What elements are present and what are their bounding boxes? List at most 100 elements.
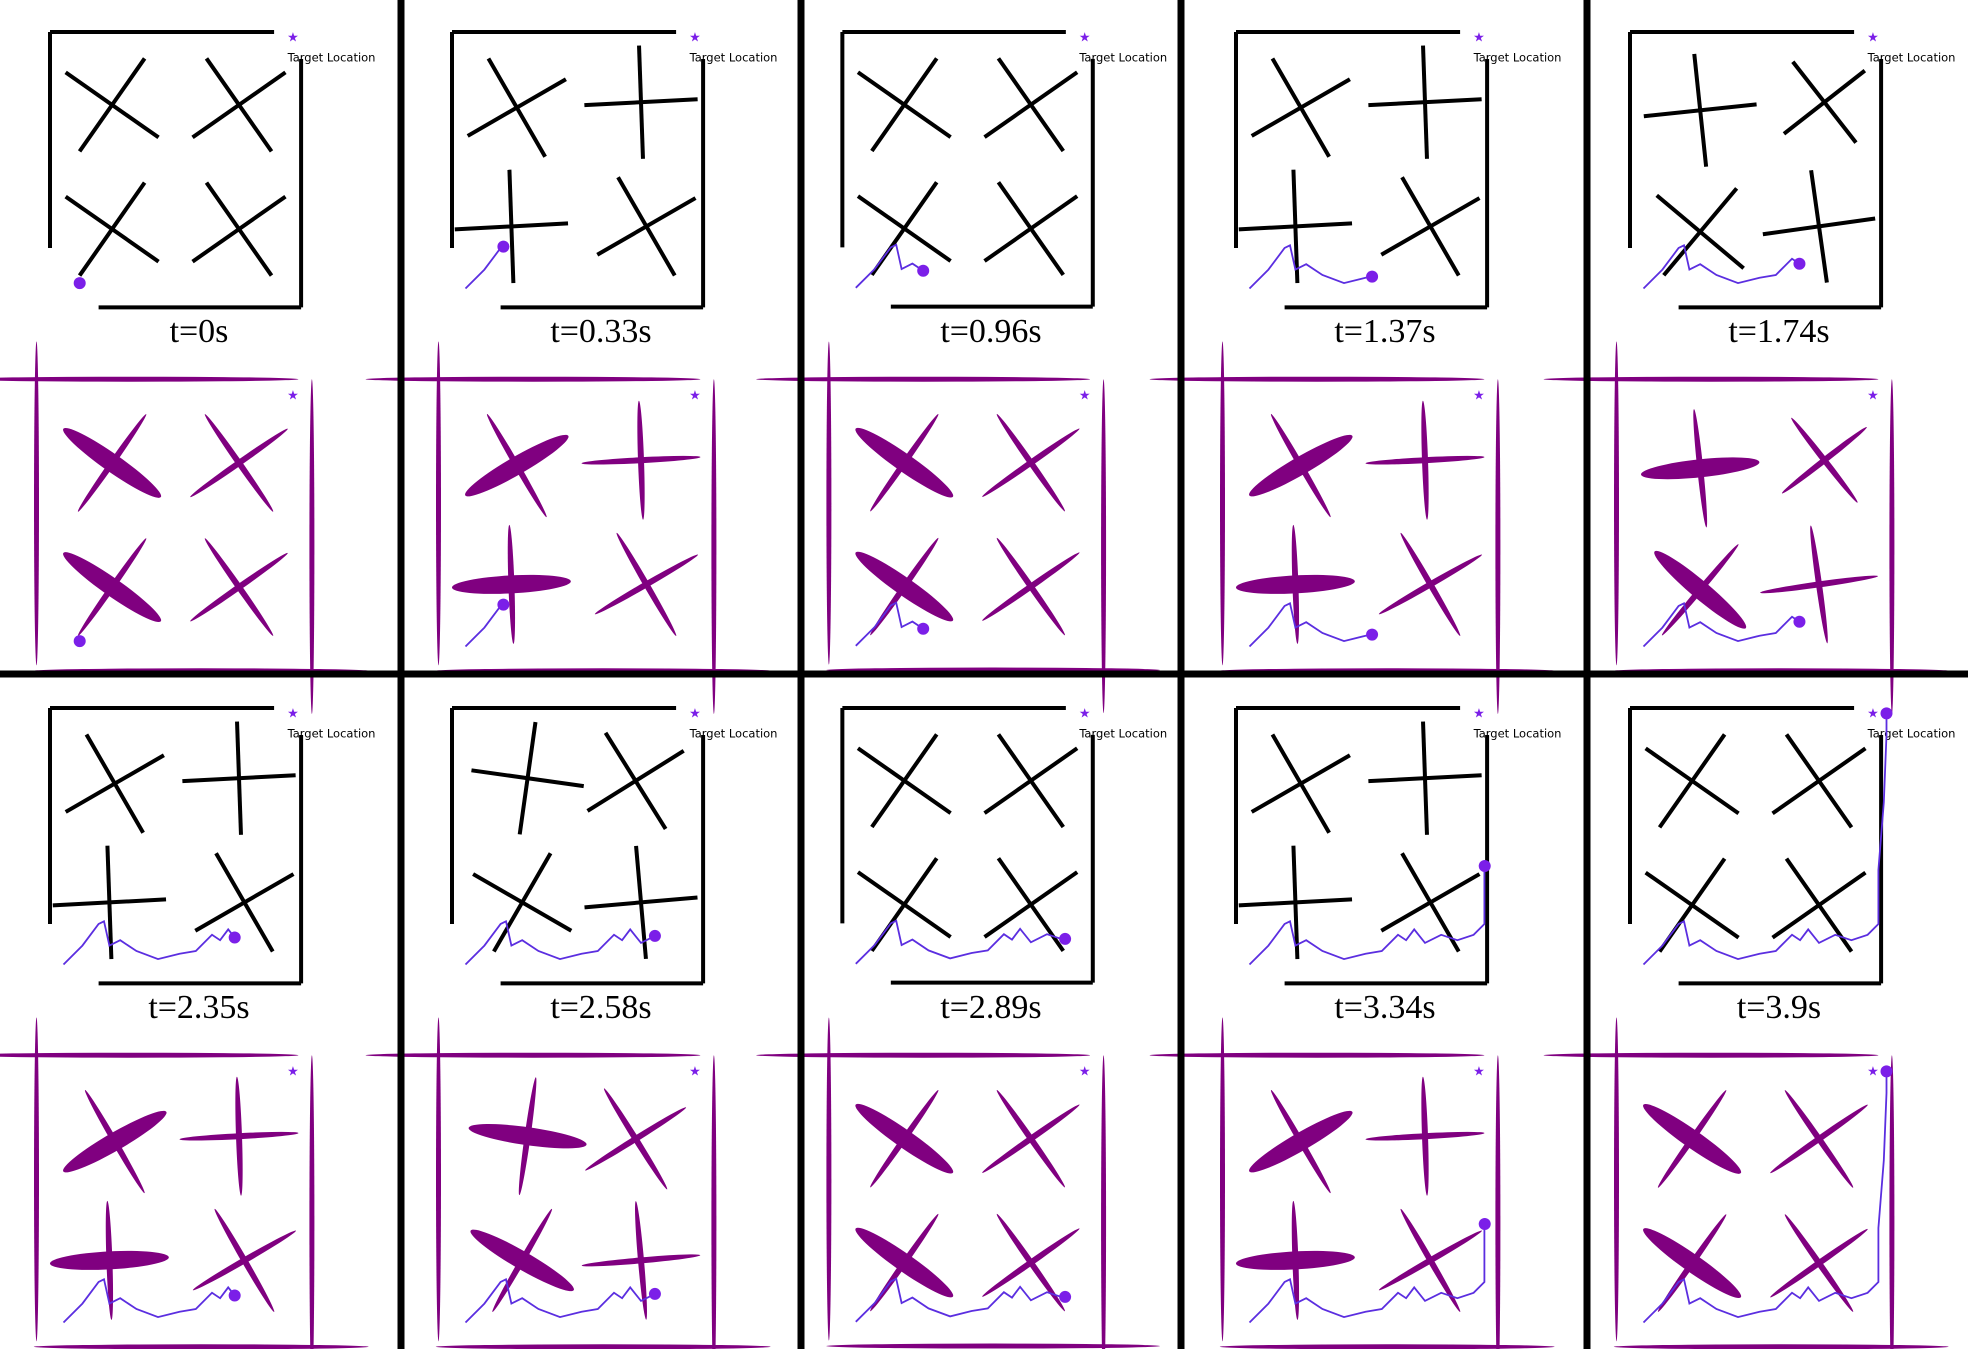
- panel-1-top-robot: [497, 240, 510, 253]
- panel-0-bottom-wall-1: [34, 341, 39, 666]
- panel-8-top-obstacle-1-arm-1: [1421, 721, 1429, 835]
- panel-7-bottom-obstacle-0-arm-1: [870, 1090, 939, 1188]
- panel-4-top-trajectory: [1642, 243, 1800, 290]
- panel-9-bottom-obstacle-0-arm-1: [1657, 1090, 1727, 1188]
- panel-9-top-target-label: Target Location: [1867, 727, 1956, 741]
- panel-7-top-trajectory: [855, 919, 1066, 965]
- panel-5-bottom-obstacle-1-arm-1: [235, 1076, 243, 1196]
- panel-2-bottom-obstacle-0-arm-1: [870, 414, 939, 512]
- panel-5-bottom-wall-3: [33, 1344, 369, 1349]
- panel-2-top-robot: [917, 264, 930, 277]
- panel-2-bottom-trajectory: [855, 601, 924, 647]
- panel-1-time-label: t=0.33s: [550, 313, 651, 350]
- panel-5-bottom-robot: [228, 1289, 241, 1302]
- panel-9-bottom-wall-0: [1543, 1052, 1879, 1058]
- panel-8-top-robot: [1478, 859, 1491, 872]
- panel-6-bottom-target-star-icon: ★: [689, 1064, 701, 1079]
- panel-6-bottom-wall-1: [436, 1017, 441, 1342]
- panel-7-top-target-label: Target Location: [1078, 727, 1167, 741]
- panel-0-bottom-obstacle-0-arm-1: [77, 414, 147, 512]
- panel-3-top-obstacle-3-arm-1: [1400, 176, 1461, 277]
- panel-1: ★ Target Location t=0.33s ★: [365, 30, 778, 714]
- panel-1-top-trajectory: [464, 245, 504, 290]
- panel-8-top-target-star-icon: ★: [1473, 706, 1485, 721]
- panel-8-top-target-label: Target Location: [1473, 727, 1562, 741]
- panel-4: ★ Target Location t=1.74s ★: [1543, 30, 1955, 714]
- panel-8-bottom-obstacle-1-arm-1: [1421, 1076, 1429, 1196]
- panel-9-bottom-wall-3: [1613, 1344, 1949, 1349]
- panel-5-top-target-star-icon: ★: [287, 706, 299, 721]
- panel-7-top-obstacle-0-arm-1: [870, 733, 939, 829]
- panel-3-bottom-obstacle-1-arm-1: [1421, 400, 1429, 520]
- panel-4-bottom-wall-0: [1543, 376, 1879, 382]
- panel-3-top-obstacle-1-arm-1: [1421, 45, 1429, 159]
- panel-8-top-obstacle-3-arm-1: [1400, 852, 1461, 953]
- panel-2-top-obstacle-0-arm-1: [870, 57, 939, 153]
- panel-6-bottom-obstacle-3-arm-1: [635, 1201, 647, 1320]
- panel-7-bottom-wall-3: [826, 1343, 1161, 1349]
- panel-0-bottom-obstacle-2-arm-1: [77, 538, 147, 636]
- panel-2-top-target-star-icon: ★: [1079, 30, 1091, 45]
- panel-9-bottom-obstacle-3-arm-1: [1784, 1214, 1854, 1312]
- panel-8-top-obstacle-0-arm-1: [1270, 733, 1331, 834]
- panel-4-top-obstacle-0-arm-1: [1692, 53, 1709, 167]
- panel-1-top-obstacle-0-arm-1: [486, 57, 547, 158]
- panel-0-bottom-wall-0: [0, 376, 299, 382]
- panel-5-top-obstacle-3-arm-1: [214, 852, 275, 953]
- panel-6-top-obstacle-0-arm-1: [517, 721, 538, 835]
- panel-7-bottom-obstacle-3-arm-1: [996, 1213, 1066, 1312]
- panel-4-bottom-target-star-icon: ★: [1867, 388, 1879, 403]
- panel-5-top-trajectory: [62, 919, 236, 966]
- panel-8-bottom-obstacle-3-arm-1: [1400, 1208, 1461, 1312]
- panel-4-bottom-obstacle-1-arm-1: [1791, 417, 1858, 503]
- panel-7: ★ Target Location t=2.89s ★: [756, 706, 1167, 1349]
- panel-2-bottom-target-star-icon: ★: [1079, 388, 1091, 403]
- panel-8-bottom-trajectory: [1248, 1223, 1486, 1324]
- panel-7-top-obstacle-1-arm-1: [996, 733, 1065, 829]
- panel-4-top-obstacle-2-arm-1: [1662, 187, 1739, 277]
- panel-7-top-robot: [1059, 932, 1072, 945]
- panel-0-bottom-obstacle-1-arm-1: [204, 414, 274, 512]
- panel-6-top-target-star-icon: ★: [689, 706, 701, 721]
- panel-8-bottom-wall-2: [1495, 1055, 1501, 1349]
- panel-2-top-trajectory: [855, 243, 924, 289]
- panel-9-top-obstacle-0-arm-1: [1657, 733, 1727, 829]
- panel-6-bottom-wall-0: [365, 1052, 701, 1058]
- panel-5-bottom-obstacle-2-arm-1: [105, 1200, 114, 1320]
- panel-6-bottom-robot: [648, 1287, 661, 1300]
- panel-2-top-obstacle-1-arm-1: [996, 57, 1065, 153]
- panel-1-top-target-label: Target Location: [689, 51, 778, 65]
- panel-9-bottom-wall-1: [1614, 1017, 1619, 1342]
- panel-5-top-target-label: Target Location: [287, 727, 376, 741]
- panel-7-bottom-obstacle-1-arm-1: [996, 1090, 1066, 1188]
- panel-3-bottom-obstacle-0-arm-1: [1270, 414, 1331, 518]
- panel-3: ★ Target Location t=1.37s ★: [1149, 30, 1562, 714]
- panel-1-bottom-target-star-icon: ★: [689, 388, 701, 403]
- panel-0-top-obstacle-1-arm-1: [204, 57, 274, 153]
- panel-8-top-obstacle-2-arm-1: [1291, 845, 1300, 960]
- panel-3-bottom-robot: [1366, 628, 1379, 641]
- panel-5-time-label: t=2.35s: [148, 989, 249, 1026]
- panel-5-bottom-wall-0: [0, 1052, 299, 1058]
- panel-6-top-obstacle-2-arm-1: [492, 852, 553, 953]
- panel-3-bottom-trajectory: [1248, 601, 1373, 648]
- panel-7-bottom-robot: [1059, 1290, 1072, 1303]
- panel-6-bottom-wall-3: [435, 1344, 771, 1349]
- panel-0-top-obstacle-2-arm-1: [77, 181, 147, 277]
- panel-1-bottom-obstacle-2-arm-1: [507, 524, 516, 644]
- panel-8-bottom-obstacle-0-arm-1: [1270, 1090, 1331, 1194]
- panel-2-bottom-wall-2: [1101, 379, 1107, 714]
- panel-3-bottom-obstacle-3-arm-1: [1400, 532, 1461, 636]
- panel-0: ★ Target Location t=0s ★: [0, 30, 375, 714]
- panel-2-bottom-wall-1: [826, 341, 832, 665]
- panel-8-time-label: t=3.34s: [1334, 989, 1435, 1026]
- panel-2: ★ Target Location t=0.96s ★: [756, 30, 1167, 714]
- panel-5-bottom-obstacle-3-arm-1: [214, 1208, 275, 1312]
- panel-9-bottom-wall-2: [1889, 1055, 1895, 1349]
- panel-3-top-target-star-icon: ★: [1473, 30, 1485, 45]
- panel-9-bottom-obstacle-1-arm-1: [1784, 1090, 1854, 1188]
- panel-8-bottom-obstacle-2-arm-1: [1291, 1200, 1300, 1320]
- panel-3-top-target-label: Target Location: [1473, 51, 1562, 65]
- panel-3-bottom-obstacle-2-arm-1: [1291, 524, 1300, 644]
